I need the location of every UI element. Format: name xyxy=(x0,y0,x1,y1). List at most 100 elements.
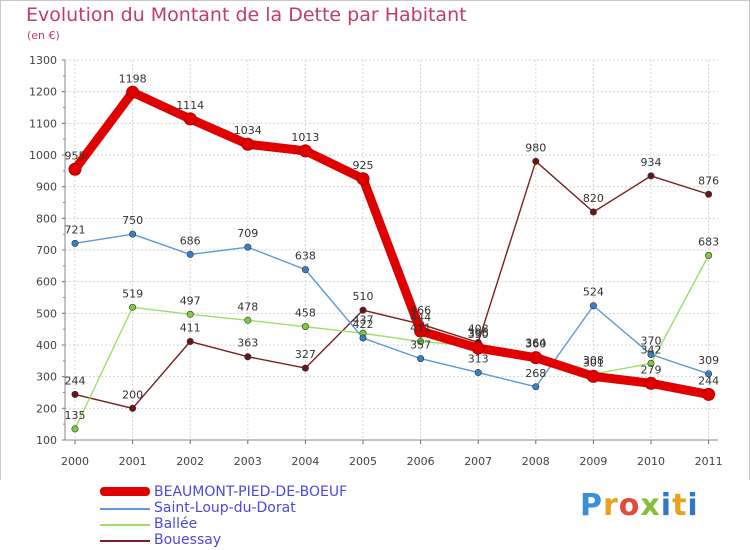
series-line-1 xyxy=(74,233,710,388)
data-point xyxy=(586,369,600,383)
x-tick-label: 2004 xyxy=(291,455,319,468)
y-tick-label: 400 xyxy=(36,339,57,352)
data-label: 750 xyxy=(122,214,143,227)
y-tick-label: 1300 xyxy=(29,54,57,67)
data-point xyxy=(129,230,137,238)
data-label: 370 xyxy=(641,335,662,348)
y-tick-label: 300 xyxy=(36,371,57,384)
data-label: 363 xyxy=(237,337,258,350)
chart-subtitle: (en €) xyxy=(27,29,60,42)
data-label: 980 xyxy=(525,141,546,154)
data-point xyxy=(126,85,140,99)
series-line-3 xyxy=(74,160,710,410)
data-point xyxy=(241,137,255,151)
logo-letter: t xyxy=(672,488,688,523)
data-label: 360 xyxy=(525,338,546,351)
data-point xyxy=(644,376,658,390)
legend-label: BEAUMONT-PIED-DE-BOEUF xyxy=(154,484,348,500)
grid-layer xyxy=(0,0,750,480)
data-label: 466 xyxy=(410,304,431,317)
data-label: 458 xyxy=(295,307,316,320)
data-label: 478 xyxy=(237,300,258,313)
data-label: 422 xyxy=(353,318,374,331)
x-tick-label: 2009 xyxy=(579,455,607,468)
data-label: 934 xyxy=(641,156,662,169)
data-label: 721 xyxy=(65,223,86,236)
data-point xyxy=(301,323,309,331)
data-point xyxy=(71,239,79,247)
data-label: 437 xyxy=(353,313,374,326)
x-tick-label: 2007 xyxy=(464,455,492,468)
x-tick-label: 2000 xyxy=(61,455,89,468)
data-point xyxy=(705,251,713,259)
data-point xyxy=(589,208,597,216)
data-label: 327 xyxy=(295,348,316,361)
x-tick-label: 2010 xyxy=(637,455,665,468)
data-label: 396 xyxy=(468,326,489,339)
legend-swatch xyxy=(100,508,150,510)
data-label: 364 xyxy=(525,336,546,349)
data-point xyxy=(417,355,425,363)
legend-label: Bouessay xyxy=(154,532,222,548)
data-point xyxy=(301,364,309,372)
data-label: 357 xyxy=(410,339,431,352)
series-layer xyxy=(68,85,716,433)
proxiti-logo: Proxiti xyxy=(580,488,699,523)
legend-swatch xyxy=(100,524,150,526)
legend-label: Saint-Loup-du-Dorat xyxy=(154,500,296,516)
data-label-layer: 955 1198 1114 1034 1013 925 444 390 360 301 279 244… xyxy=(65,72,720,422)
data-point xyxy=(474,369,482,377)
data-point xyxy=(183,112,197,126)
data-label: 444 xyxy=(410,311,431,324)
series-line-2 xyxy=(74,254,710,430)
data-point xyxy=(532,157,540,165)
y-tick-label: 200 xyxy=(36,402,57,415)
data-label: 309 xyxy=(698,354,719,367)
data-label: 1034 xyxy=(234,124,262,137)
data-label: 408 xyxy=(468,322,489,335)
chart-title: Evolution du Montant de la Dette par Hab… xyxy=(26,4,467,26)
data-label: 411 xyxy=(410,322,431,335)
data-label: 1114 xyxy=(176,99,204,112)
x-tick-label: 2006 xyxy=(407,455,435,468)
data-point xyxy=(647,172,655,180)
data-point xyxy=(129,303,137,311)
data-label: 135 xyxy=(65,409,86,422)
y-tick-label: 900 xyxy=(36,181,57,194)
data-label: 820 xyxy=(583,192,604,205)
data-point xyxy=(589,302,597,310)
x-tick-label: 2008 xyxy=(522,455,550,468)
y-tick-label: 1100 xyxy=(29,117,57,130)
data-point xyxy=(417,338,425,346)
data-point xyxy=(356,172,370,186)
data-label: 955 xyxy=(65,149,86,162)
x-tick-label: 2002 xyxy=(176,455,204,468)
logo-letter: P xyxy=(580,488,603,523)
data-label: 313 xyxy=(468,353,489,366)
data-point xyxy=(71,425,79,433)
logo-letter: r xyxy=(603,488,619,523)
legend-swatch xyxy=(100,487,150,496)
data-label: 510 xyxy=(353,290,374,303)
logo-letter: i xyxy=(687,488,699,523)
logo-letter: x xyxy=(640,488,661,523)
data-point xyxy=(244,243,252,251)
axis-layer: 100 200 300 400 500 600 700 800 900 1000 1100 1200 1… xyxy=(29,54,723,468)
data-point xyxy=(647,359,655,367)
data-point xyxy=(414,324,428,338)
data-label: 390 xyxy=(468,328,489,341)
data-point xyxy=(71,390,79,398)
data-point xyxy=(529,351,543,365)
data-point xyxy=(705,370,713,378)
data-point xyxy=(359,306,367,314)
data-label: 524 xyxy=(583,286,604,299)
data-point xyxy=(301,266,309,274)
data-point xyxy=(68,162,82,176)
x-tick-label: 2005 xyxy=(349,455,377,468)
data-point xyxy=(359,334,367,342)
data-label: 686 xyxy=(180,234,201,247)
data-point xyxy=(647,350,655,358)
data-label: 876 xyxy=(698,174,719,187)
y-tick-label: 100 xyxy=(36,434,57,447)
